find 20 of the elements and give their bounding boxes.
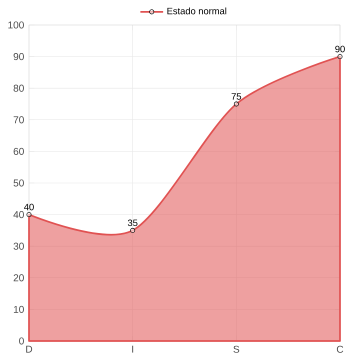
y-tick-label: 60 — [14, 148, 24, 155]
y-tick-label: 70 — [14, 116, 24, 124]
data-label: 40 — [24, 204, 34, 210]
y-tick-label: 100 — [8, 21, 24, 29]
y-tick-label: 40 — [13, 211, 24, 218]
y-tick-label: 10 — [14, 306, 24, 313]
y-tick-label: 80 — [14, 84, 24, 92]
y-tick-label: 20 — [14, 274, 24, 282]
x-tick-label: S — [233, 346, 240, 353]
data-label: 35 — [128, 220, 138, 226]
y-tick-label: 0 — [19, 337, 24, 345]
data-label: 90 — [335, 46, 345, 52]
legend-label: Estado normal — [167, 7, 226, 14]
x-tick-label: C — [336, 346, 344, 353]
y-tick-label: 30 — [14, 242, 24, 250]
x-tick-label: D — [26, 346, 32, 353]
x-tick-label: I — [132, 346, 134, 353]
y-tick-label: 50 — [14, 179, 24, 187]
y-tick-label: 90 — [14, 53, 24, 60]
data-label: 75 — [232, 93, 242, 100]
